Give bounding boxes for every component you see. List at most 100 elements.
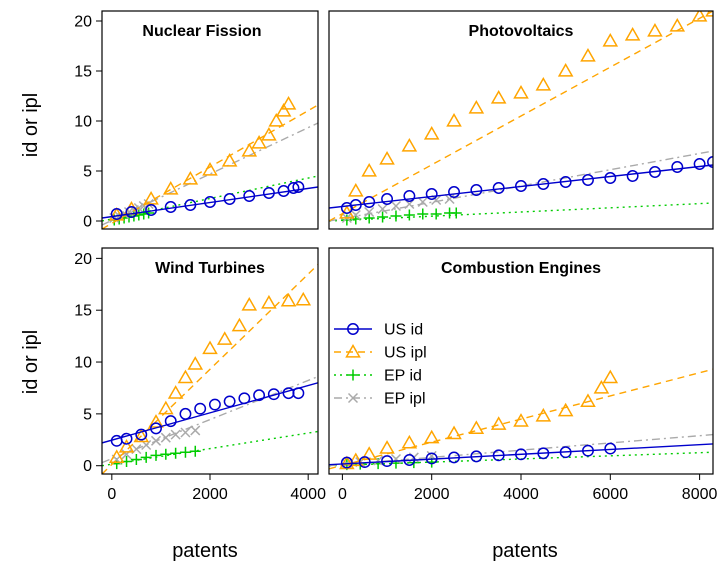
x-tick-label: 2000	[192, 486, 228, 503]
point-us-id	[537, 447, 550, 460]
fit-line-us-id	[102, 186, 318, 219]
point-us-ipl	[251, 134, 267, 149]
point-us-ipl	[216, 331, 233, 345]
point-us-id	[626, 170, 639, 182]
panel-combustion-engines: Combustion Engines 0 2000 4000 6000 8000	[328, 247, 717, 503]
fit-line-us-id	[329, 164, 713, 209]
point-ep-id	[143, 207, 155, 219]
point-ep-id	[403, 209, 415, 221]
point-us-id	[208, 398, 221, 411]
point-us-ipl	[602, 32, 619, 47]
point-ep-ipl	[160, 432, 171, 443]
legend-marker	[347, 369, 359, 381]
legend-marker	[345, 343, 361, 358]
point-us-ipl	[280, 95, 297, 110]
y-tick-label: 20	[74, 251, 92, 268]
point-us-ipl	[602, 369, 619, 384]
y-axis-label-bottom: id or ipl	[20, 330, 42, 394]
point-us-id	[537, 178, 550, 190]
point-us-ipl	[162, 180, 179, 195]
y-tick-label: 5	[83, 406, 92, 423]
y-tick-label: 15	[74, 303, 92, 320]
point-us-id	[262, 187, 275, 199]
point-us-id	[425, 188, 438, 200]
x-tick-label: 6000	[593, 486, 629, 503]
legend-entry-us-ipl: US ipl	[334, 343, 427, 362]
point-us-id	[363, 196, 376, 208]
point-us-ipl	[446, 112, 462, 127]
point-ep-ipl	[150, 435, 162, 446]
point-us-ipl	[158, 400, 174, 415]
point-us-ipl	[647, 22, 663, 37]
point-us-ipl	[275, 102, 292, 117]
point-us-ipl	[261, 294, 277, 309]
panel-title: Combustion Engines	[441, 260, 601, 277]
plot-area	[329, 368, 713, 471]
panel-title: Nuclear Fission	[142, 23, 261, 40]
fit-line-ep-ipl	[329, 433, 713, 467]
point-us-id	[282, 387, 295, 400]
point-us-id	[693, 158, 706, 170]
point-us-id	[403, 454, 416, 466]
point-us-id	[164, 201, 177, 213]
point-us-id	[204, 196, 216, 208]
y-tick-label: 0	[83, 214, 92, 231]
point-ep-ipl	[444, 193, 455, 205]
point-ep-id	[341, 214, 353, 226]
point-us-id	[349, 199, 362, 211]
fit-line-us-ipl	[329, 11, 713, 222]
point-ep-ipl	[390, 453, 402, 464]
panel-frame	[328, 10, 714, 230]
point-ep-ipl	[377, 203, 388, 215]
point-ep-id	[130, 453, 142, 465]
point-us-id	[515, 180, 527, 192]
point-us-ipl	[133, 428, 150, 443]
plot-area	[102, 95, 318, 229]
y-tick-label: 10	[74, 355, 92, 372]
point-us-id	[559, 176, 572, 188]
fit-line-us-id	[329, 443, 713, 466]
point-us-ipl	[177, 369, 194, 384]
point-us-id	[582, 444, 594, 457]
point-ep-id	[430, 208, 442, 220]
point-us-id	[649, 166, 661, 178]
point-ep-ipl	[190, 425, 201, 436]
point-us-ipl	[513, 413, 529, 427]
point-us-ipl	[490, 89, 507, 104]
point-us-ipl	[557, 402, 574, 417]
point-us-id	[110, 434, 123, 447]
point-us-id	[515, 448, 527, 461]
legend: US id US ipl EP id EP ipl	[334, 322, 427, 408]
point-us-ipl	[347, 452, 364, 467]
point-us-id	[150, 422, 162, 435]
point-us-ipl	[241, 142, 258, 157]
point-us-ipl	[423, 125, 440, 140]
point-ep-id	[377, 211, 389, 223]
point-us-id	[425, 452, 438, 465]
point-ep-id	[189, 445, 201, 457]
point-us-id	[559, 446, 572, 459]
point-us-ipl	[221, 152, 238, 167]
point-us-ipl	[379, 150, 395, 165]
point-us-id	[604, 172, 617, 184]
point-us-ipl	[580, 393, 596, 408]
point-us-ipl	[490, 416, 507, 430]
point-us-id	[582, 174, 594, 186]
point-us-id	[470, 450, 483, 463]
point-us-id	[604, 442, 617, 455]
point-us-ipl	[361, 162, 377, 177]
point-us-ipl	[118, 439, 135, 453]
fit-line-us-ipl	[102, 264, 318, 474]
point-us-ipl	[691, 11, 708, 22]
point-ep-id	[140, 451, 152, 463]
point-us-id	[448, 451, 460, 464]
point-us-ipl	[513, 84, 529, 99]
x-tick-label: 0	[338, 486, 347, 503]
legend-label: EP ipl	[384, 391, 426, 408]
legend-label: US ipl	[384, 345, 427, 362]
point-us-ipl	[401, 434, 418, 449]
x-tick-label: 4000	[503, 486, 539, 503]
point-us-id	[135, 428, 148, 441]
legend-label: EP id	[384, 368, 422, 385]
panel-title: Photovoltaics	[469, 23, 574, 40]
